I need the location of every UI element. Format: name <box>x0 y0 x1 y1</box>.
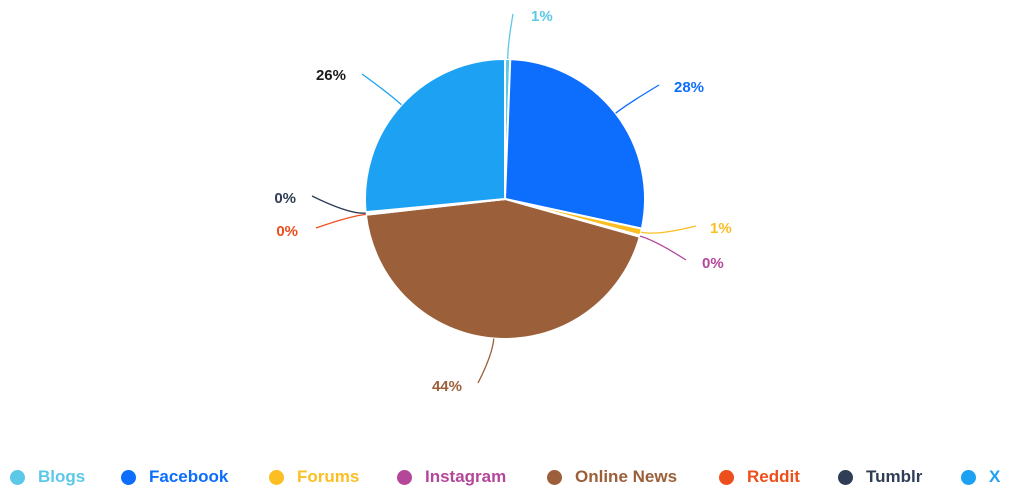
legend-marker <box>269 469 284 485</box>
legend-item-blogs[interactable]: Blogs <box>10 463 85 491</box>
legend-label: Online News <box>575 467 678 486</box>
legend-item-forums[interactable]: Forums <box>269 463 359 491</box>
legend-label: Reddit <box>747 467 800 486</box>
pie-slices <box>364 58 647 340</box>
connector-instagram <box>639 235 687 261</box>
legend-marker <box>397 469 412 485</box>
data-labels: 1% 28% 1% 0% 44% 0% 0% 26% <box>274 8 731 395</box>
legend-label: Instagram <box>425 467 507 486</box>
legend-item-reddit[interactable]: Reddit <box>719 463 800 491</box>
legend-marker <box>10 469 25 485</box>
data-label-blogs: 1% <box>531 8 553 25</box>
data-label-x: 26% <box>316 67 346 84</box>
data-label-tumblr: 0% <box>274 190 296 207</box>
legend-item-tumblr[interactable]: Tumblr <box>838 463 922 491</box>
legend-marker <box>121 469 136 485</box>
connector-x <box>361 73 402 106</box>
legend-item-facebook[interactable]: Facebook <box>121 463 228 491</box>
data-label-reddit: 0% <box>276 223 298 240</box>
connector-tumblr <box>311 195 366 214</box>
legend-label: X <box>989 467 1001 486</box>
legend-marker <box>838 469 853 485</box>
pie-slice-facebook[interactable] <box>504 58 647 230</box>
pie-slice-x[interactable] <box>364 58 506 214</box>
legend-item-online-news[interactable]: Online News <box>547 463 677 491</box>
legend-label: Blogs <box>38 467 86 486</box>
connector-blogs <box>506 13 514 60</box>
data-label-facebook: 28% <box>674 79 704 96</box>
legend-item-x[interactable]: X <box>961 463 1000 491</box>
legend: Blogs Facebook Forums Instagram Online News R… <box>0 463 1013 491</box>
data-label-forums: 1% <box>710 220 732 237</box>
legend-marker <box>547 469 562 485</box>
connector-forums <box>640 225 697 234</box>
pie-chart: 1% 28% 1% 0% 44% 0% 0% 26% <box>274 8 731 395</box>
data-label-instagram: 0% <box>702 255 724 272</box>
legend-label: Tumblr <box>866 467 923 486</box>
connector-online-news <box>477 338 495 384</box>
connector-reddit <box>315 213 366 229</box>
legend-marker <box>719 469 734 485</box>
legend-marker <box>961 469 976 485</box>
connector-facebook <box>615 84 660 114</box>
legend-label: Forums <box>297 467 360 486</box>
data-label-online-news: 44% <box>432 378 462 395</box>
legend-item-instagram[interactable]: Instagram <box>397 463 506 491</box>
legend-label: Facebook <box>149 467 229 486</box>
label-connectors <box>311 13 697 384</box>
